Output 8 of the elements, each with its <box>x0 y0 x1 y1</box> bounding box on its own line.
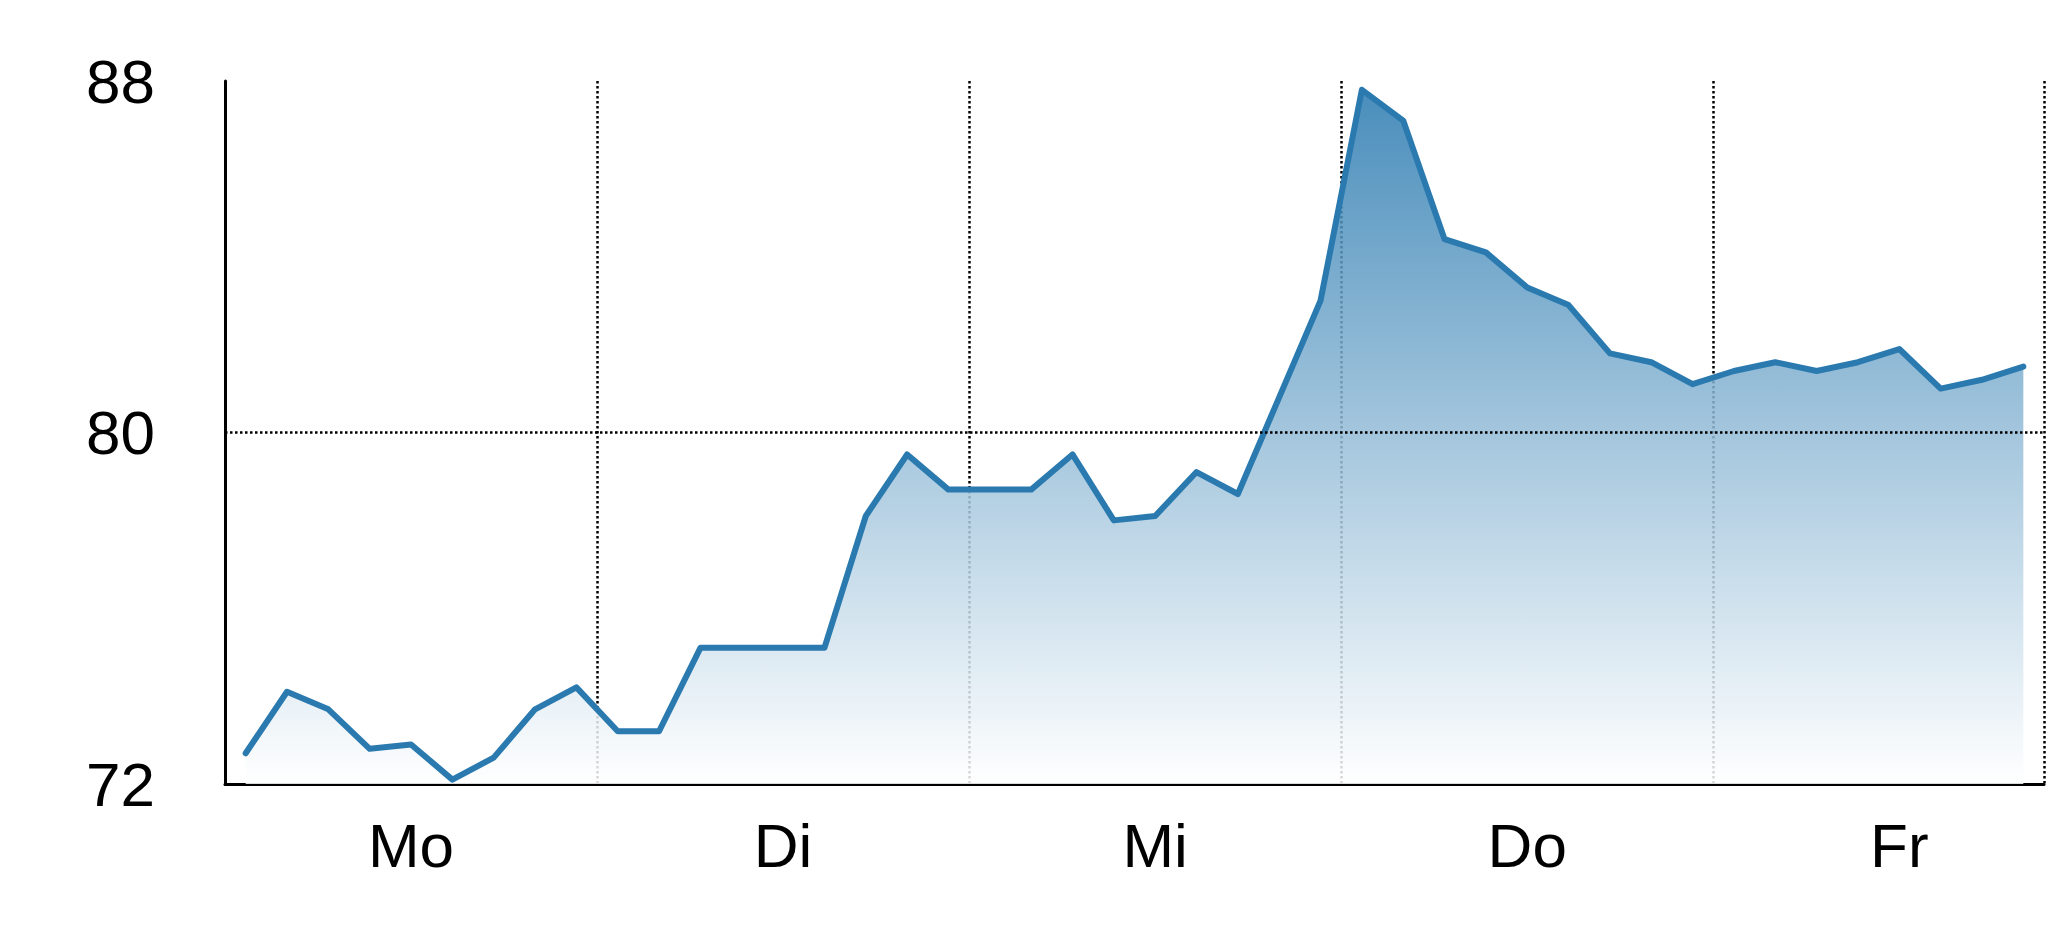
y-tick-label: 72 <box>86 749 155 819</box>
x-tick-label: Di <box>753 810 813 880</box>
x-tick-label: Fr <box>1870 810 1929 880</box>
y-tick-label: 88 <box>86 46 155 116</box>
x-tick-label: Mo <box>367 810 455 880</box>
y-tick-label: 80 <box>86 398 155 467</box>
x-tick-label: Mi <box>1122 810 1188 880</box>
x-tick-label: Do <box>1487 810 1567 880</box>
